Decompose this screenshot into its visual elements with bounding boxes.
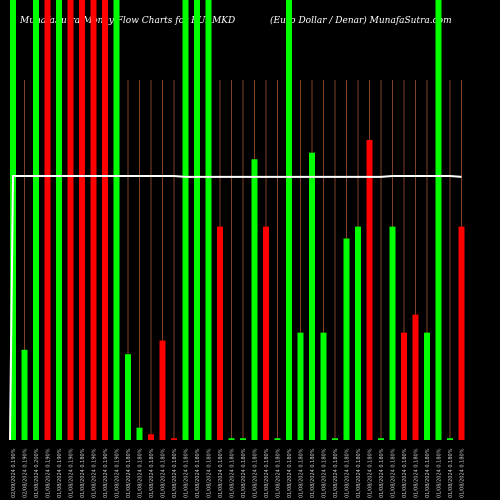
x-tick-label: 01/08/2024 0.180% xyxy=(149,448,155,498)
bar xyxy=(148,434,154,440)
x-tick-label: 01/08/2024 0.180% xyxy=(241,448,247,498)
bar xyxy=(228,438,235,440)
x-tick-label: 01/08/2024 0.200% xyxy=(34,448,40,498)
bar xyxy=(435,0,442,440)
x-tick-label: 01/08/2024 0.180% xyxy=(138,448,144,498)
bar xyxy=(136,427,143,440)
bar xyxy=(458,226,465,440)
bar xyxy=(378,438,384,440)
bar xyxy=(297,332,304,440)
bar xyxy=(159,340,166,440)
x-tick-label: 01/08/2024 0.180% xyxy=(172,448,178,498)
bar xyxy=(102,0,108,440)
bar xyxy=(21,349,28,440)
bar xyxy=(251,159,258,440)
x-tick-label: 01/08/2024 0.180% xyxy=(391,448,397,498)
x-tick-label: 01/08/2024 0.180% xyxy=(184,448,190,498)
bar xyxy=(320,332,327,440)
bar xyxy=(113,0,120,440)
x-tick-label: 01/08/2024 0.180% xyxy=(207,448,213,498)
x-tick-label: 01/08/2024 0.180% xyxy=(310,448,316,498)
bar xyxy=(447,438,453,440)
bar xyxy=(332,438,338,440)
bar xyxy=(389,226,396,440)
bar xyxy=(274,438,281,440)
chart-title-right: (Euro Dollar / Denar) MunafaSutra.com xyxy=(270,16,452,26)
bar xyxy=(171,438,177,440)
x-tick-label: 01/08/2024 0.180% xyxy=(333,448,339,498)
bar xyxy=(79,0,85,440)
x-tick-label: 01/08/2024 0.180% xyxy=(299,448,305,498)
x-tick-label: 01/08/2024 0.190% xyxy=(103,448,109,498)
x-tick-label: 01/08/2024 0.180% xyxy=(264,448,270,498)
x-tick-label: 01/08/2024 0.180% xyxy=(402,448,408,498)
line-series xyxy=(9,175,462,441)
x-tick-label: 01/08/2024 0.180% xyxy=(425,448,431,498)
bar xyxy=(366,139,373,441)
bar xyxy=(56,0,62,440)
bar xyxy=(194,0,200,440)
x-tick-label: 01/08/2024 0.180% xyxy=(322,448,328,498)
x-tick-label: 01/08/2024 0.180% xyxy=(276,448,282,498)
x-tick-label: 01/08/2024 0.180% xyxy=(80,448,86,498)
x-tick-label: 01/08/2024 0.190% xyxy=(46,448,52,498)
x-tick-label: 01/08/2024 0.180% xyxy=(414,448,420,498)
x-tick-label: 01/08/2024 0.190% xyxy=(92,448,98,498)
x-tick-label: 01/08/2024 0.180% xyxy=(460,448,466,498)
bar xyxy=(217,226,223,440)
x-tick-label: 01/08/2024 0.190% xyxy=(69,448,75,498)
x-tick-label: 01/08/2024 0.190% xyxy=(115,448,121,498)
x-tick-label: 01/08/2024 0.180% xyxy=(379,448,385,498)
bar xyxy=(343,238,350,440)
bar xyxy=(205,0,212,440)
bar xyxy=(412,314,419,440)
x-tick-label: 01/08/2024 0.180% xyxy=(230,448,236,498)
x-tick-label: 01/08/2024 0.180% xyxy=(437,448,443,498)
bar xyxy=(44,0,51,440)
x-tick-label: 01/08/2024 0.180% xyxy=(195,448,201,498)
x-tick-label: 01/08/2024 0.180% xyxy=(368,448,374,498)
bar xyxy=(424,332,430,440)
chart-title-left: MunafaSutra Money Flow Charts for EURMKD xyxy=(20,16,236,26)
bar xyxy=(401,332,407,440)
bar xyxy=(67,0,74,440)
bar xyxy=(240,438,246,440)
x-tick-label: 01/08/2024 0.180% xyxy=(126,448,132,498)
bar xyxy=(355,226,361,440)
bar xyxy=(182,0,189,440)
x-tick-label: 01/08/2024 0.180% xyxy=(356,448,362,498)
bar xyxy=(90,0,97,440)
x-tick-label: 01/08/2024 0.180% xyxy=(448,448,454,498)
x-tick-label: 01/08/2024 0.180% xyxy=(253,448,259,498)
x-tick-label: 01/08/2024 0.190% xyxy=(57,448,63,498)
bar xyxy=(263,226,269,440)
x-tick-label: 01/08/2024 0.180% xyxy=(287,448,293,498)
x-tick-label: 01/08/2024 0.180% xyxy=(161,448,167,498)
x-tick-label: 02/08/2024 0.190% xyxy=(23,448,29,498)
bar xyxy=(309,152,315,440)
x-tick-label: 01/08/2024 0.180% xyxy=(218,448,224,498)
bar xyxy=(286,0,292,440)
bar xyxy=(125,354,131,440)
x-tick-label: 01/08/2024 0.180% xyxy=(345,448,351,498)
x-tick-label: 02/09/2024 0.190% xyxy=(11,448,17,498)
bar xyxy=(33,0,39,440)
